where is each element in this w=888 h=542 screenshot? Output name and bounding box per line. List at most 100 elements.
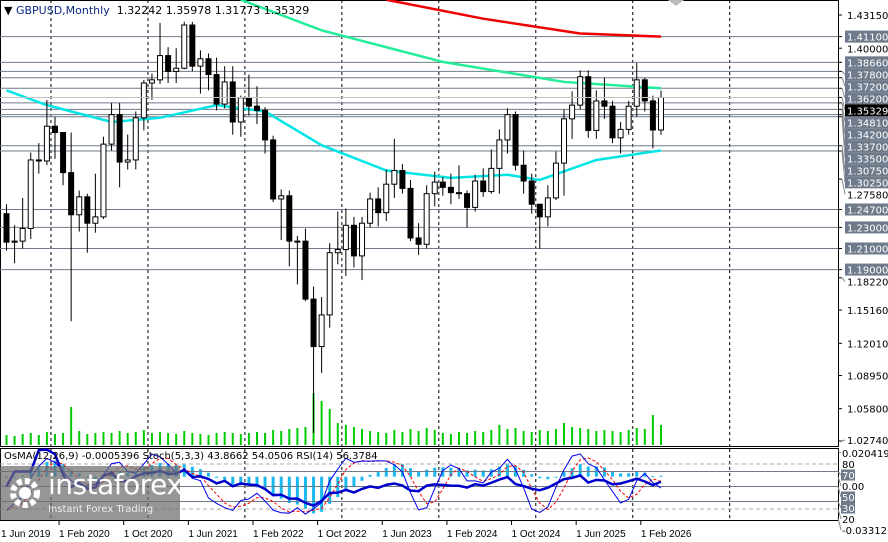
osma-bar [255, 476, 259, 488]
candle-body [181, 24, 188, 69]
indicator-header: OsMA(12,26,9) -0.0005396 Stoch(5,3,3) 43… [4, 451, 378, 462]
candle [326, 243, 333, 328]
candle-body [593, 100, 600, 131]
time-label: 1 Jun 2023 [382, 529, 432, 540]
label-leader-line [837, 501, 842, 509]
candle [253, 86, 260, 125]
candle [124, 134, 131, 170]
stoch-signal-line [6, 457, 662, 513]
candle-body [601, 100, 608, 107]
label-leader-line [837, 508, 842, 520]
candle-body [415, 237, 422, 245]
candle [148, 73, 155, 100]
osc-level-label: 30 [842, 504, 855, 515]
candle-body [221, 81, 228, 105]
chart-header: ▼ GBPUSD,Monthly 1.32242 1.35978 1.31773… [4, 4, 309, 17]
candle-body [399, 169, 406, 189]
candle [536, 203, 543, 249]
osma-bar [295, 476, 299, 505]
candle [407, 179, 414, 242]
osma-bar [247, 476, 251, 487]
volume-bar [449, 434, 452, 445]
volume-bar [474, 431, 477, 445]
candle-body [116, 114, 123, 163]
time-label: 1 Oct 2022 [318, 529, 367, 540]
price-tick-label: 1.05800 [847, 405, 888, 416]
candle [132, 111, 139, 170]
time-label: 1 Jun 2021 [188, 529, 238, 540]
candle [641, 77, 648, 112]
volume-bar [627, 430, 630, 445]
volume-bar [167, 433, 170, 445]
osma-bar [409, 468, 412, 477]
candle [221, 66, 228, 109]
price-level-label-bg [845, 80, 888, 93]
volume-bar [393, 430, 396, 445]
osma-bar [546, 476, 550, 480]
volume-bar [118, 431, 121, 445]
price-level-label-bg [845, 263, 888, 276]
label-leader-line [841, 97, 846, 111]
candle-body [76, 196, 83, 216]
volume-bar [86, 434, 89, 445]
candle-body [464, 193, 471, 208]
candle-body [11, 240, 18, 243]
osma-bar [538, 476, 542, 479]
candle [189, 21, 196, 72]
label-leader-line [837, 486, 842, 498]
osma-bar [360, 476, 364, 481]
price-tick-label: 1.02740 [847, 436, 888, 447]
volume-bar [490, 430, 493, 445]
price-level-label: 1.38660 [847, 58, 888, 69]
volume-bar [110, 433, 113, 445]
volume-bar [255, 432, 258, 445]
price-level-label: 1.24700 [847, 205, 888, 216]
volume-bar [344, 425, 347, 445]
price-level-label: 1.41100 [847, 33, 888, 44]
osma-bar [635, 471, 639, 477]
candle-body [92, 216, 99, 224]
stoch-main-line [6, 453, 662, 515]
osma-bar [505, 463, 509, 477]
candle-body [165, 55, 172, 72]
osc-level-label-bg [841, 491, 855, 503]
candle-body [35, 159, 42, 162]
volume-bar [62, 433, 65, 445]
candle [399, 164, 406, 194]
candle [350, 216, 357, 268]
candle [108, 103, 115, 151]
volume-bar [506, 429, 509, 445]
osma-bar [433, 467, 437, 477]
price-level-label: 1.33500 [847, 154, 888, 165]
volume-bar [530, 432, 533, 445]
volume-bar [320, 401, 323, 445]
osma-bar [400, 464, 404, 477]
price-level-label: 1.21000 [847, 245, 888, 256]
label-leader-line [837, 471, 842, 476]
candle-body [569, 104, 576, 120]
candle [140, 79, 147, 131]
candle [496, 129, 503, 194]
close-value: 1.35329 [263, 4, 310, 17]
osma-bar [368, 474, 372, 477]
candle-body [367, 198, 374, 224]
candle-body [359, 222, 366, 257]
candle-body [108, 114, 115, 145]
candle [601, 77, 608, 119]
candle [76, 190, 83, 232]
volume-bar [538, 430, 541, 445]
dropdown-triangle-icon[interactable]: ▼ [4, 4, 13, 17]
candle [391, 138, 398, 198]
price-level-label: 1.30750 [847, 166, 888, 177]
candle [480, 168, 487, 197]
label-leader-line [841, 116, 846, 159]
candle [633, 62, 640, 117]
candle-body [480, 180, 487, 193]
candle [84, 193, 91, 253]
price-level-label-bg [845, 128, 888, 141]
candle [455, 165, 462, 199]
osma-scale-label: -0.03312 [842, 526, 887, 537]
candle-body [407, 187, 414, 239]
price-tick-label: 1.18220 [847, 278, 888, 289]
